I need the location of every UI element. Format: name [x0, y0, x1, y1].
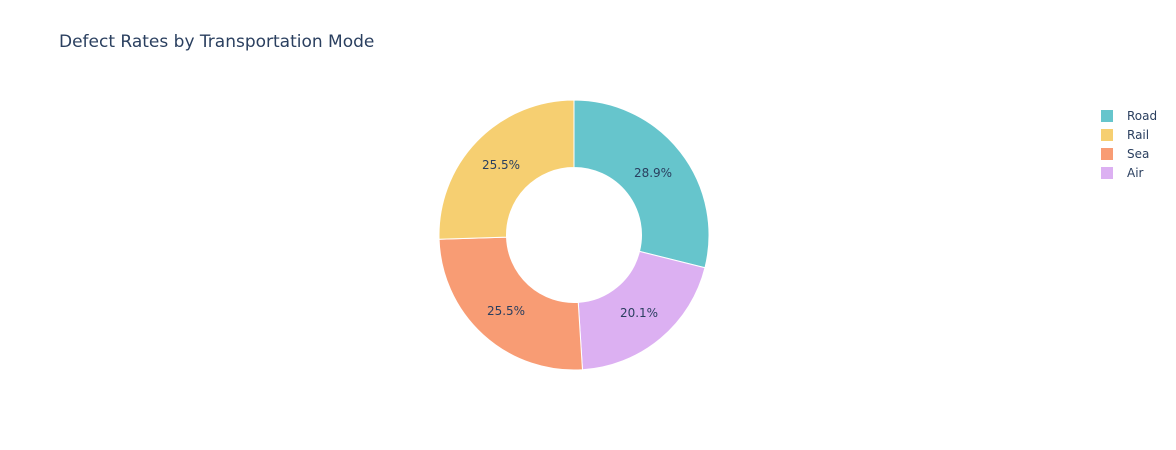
slice-label-sea: 25.5% — [487, 304, 525, 318]
legend-label: Air — [1127, 165, 1144, 180]
legend-label: Rail — [1127, 127, 1150, 142]
legend-label: Sea — [1127, 146, 1150, 161]
legend-swatch-road — [1101, 109, 1113, 122]
legend-swatch-sea — [1101, 147, 1113, 160]
slice-road[interactable] — [573, 99, 710, 269]
legend: Road Rail Sea Air — [1101, 106, 1157, 182]
slice-sea[interactable] — [438, 236, 584, 371]
slice-air[interactable] — [577, 250, 706, 371]
legend-item-air[interactable]: Air — [1101, 163, 1157, 182]
legend-item-road[interactable]: Road — [1101, 106, 1157, 125]
donut-slices[interactable] — [438, 99, 710, 371]
legend-item-rail[interactable]: Rail — [1101, 125, 1157, 144]
slice-label-rail: 25.5% — [482, 158, 520, 172]
legend-label: Road — [1127, 108, 1158, 123]
slice-label-road: 28.9% — [634, 166, 672, 180]
slice-labels: 28.9% 20.1% 25.5% 25.5% — [482, 158, 672, 320]
legend-swatch-air — [1101, 166, 1113, 179]
slice-rail[interactable] — [438, 99, 575, 240]
legend-item-sea[interactable]: Sea — [1101, 144, 1157, 163]
chart-title: Defect Rates by Transportation Mode — [59, 32, 375, 52]
legend-swatch-rail — [1101, 128, 1113, 141]
slice-label-air: 20.1% — [620, 306, 658, 320]
